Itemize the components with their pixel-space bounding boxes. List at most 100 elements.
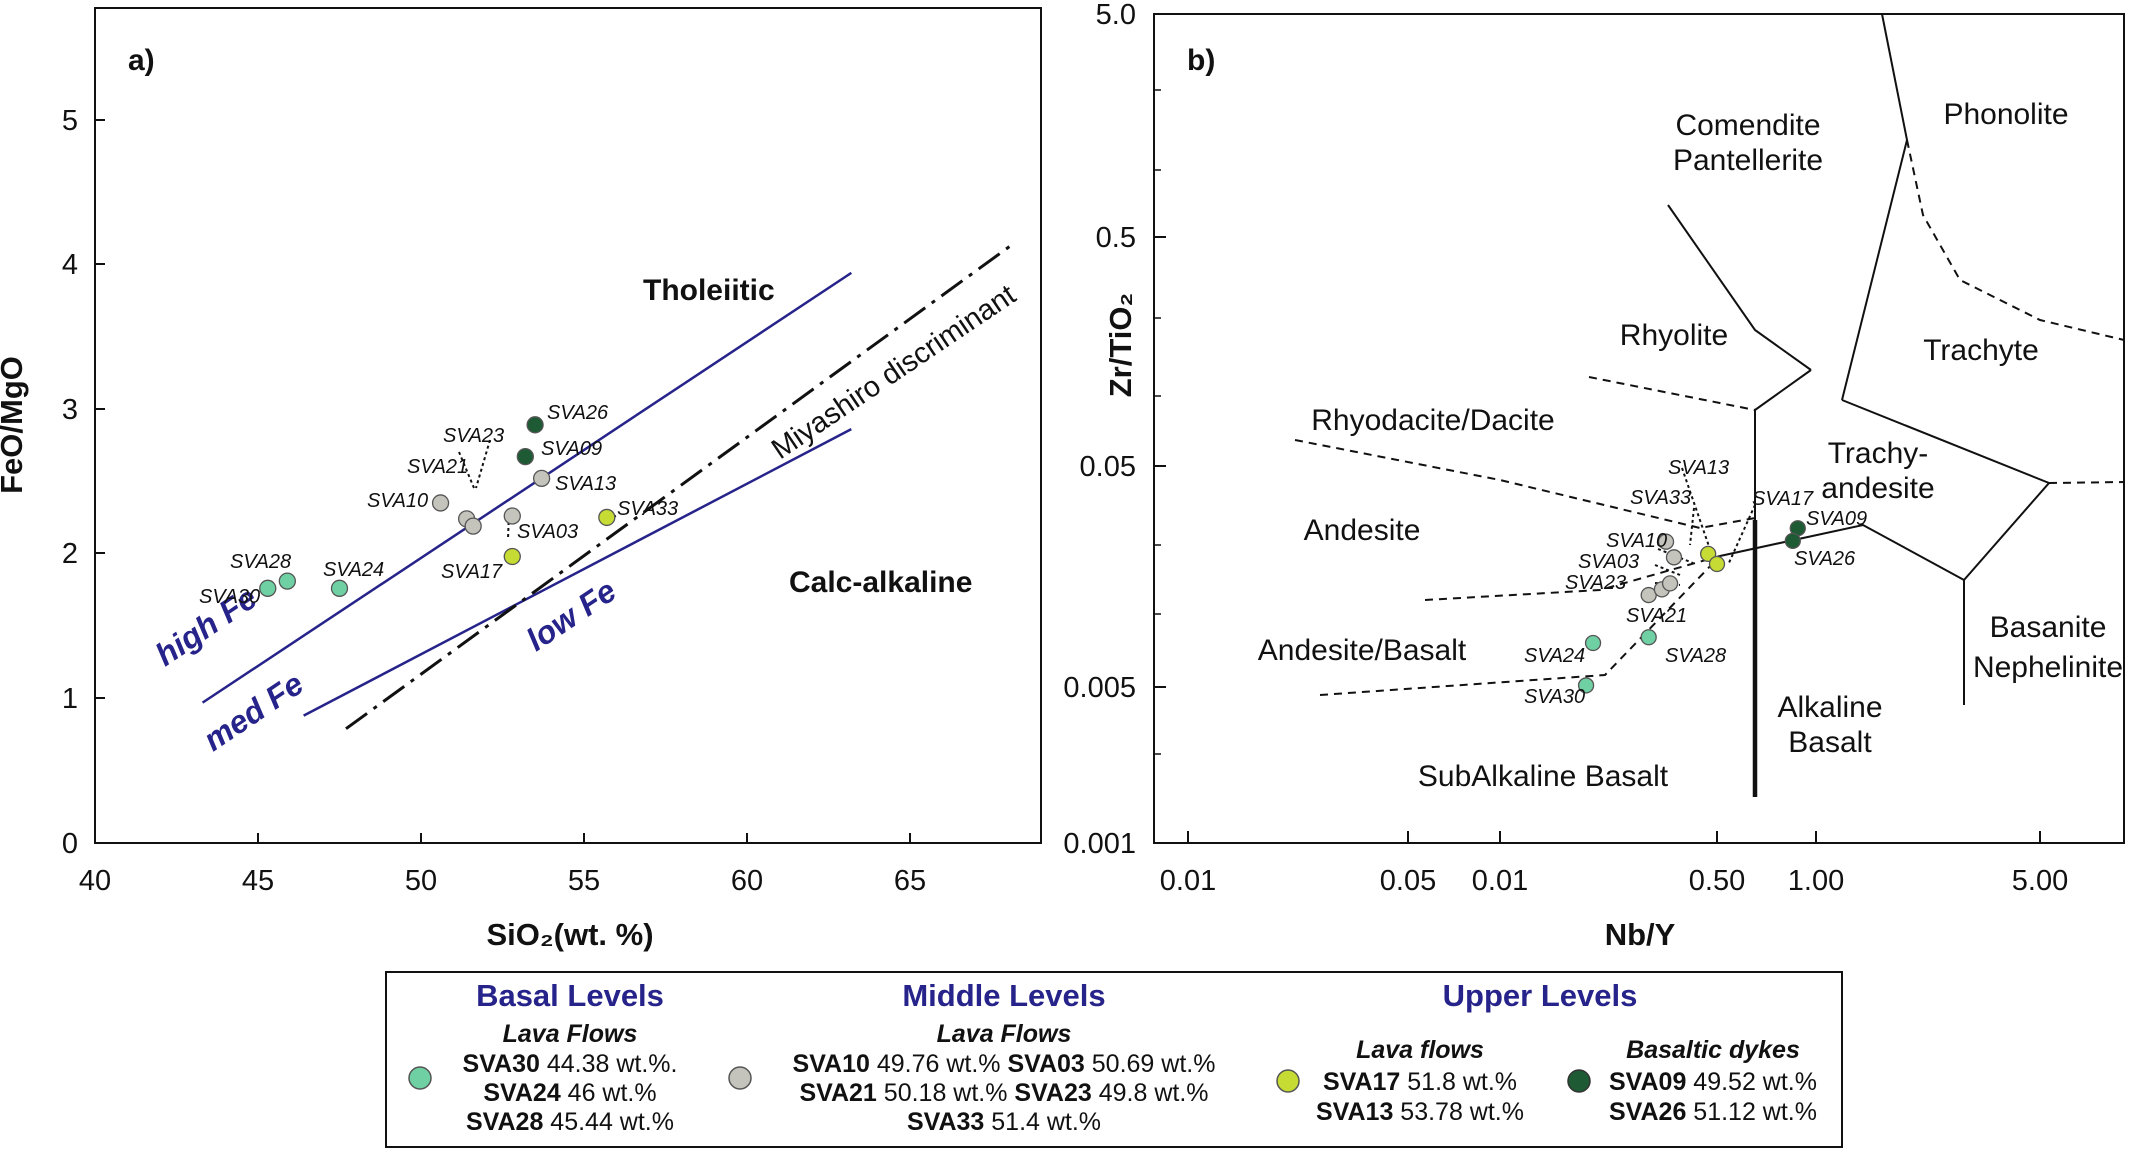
boundary-line xyxy=(1754,369,1812,411)
point-sva23 xyxy=(464,517,482,535)
leader-line xyxy=(1681,467,1714,559)
dashed-boundary xyxy=(1319,555,1721,696)
y-tick-label: 0.05 xyxy=(1080,451,1136,483)
sample-label-sva17: SVA17 xyxy=(1752,488,1814,510)
miyashiro-label: Miyashiro discriminant xyxy=(766,279,1022,466)
panel-b-leader-lines xyxy=(1654,467,1756,586)
field-label-rhyodacite-dacite: Rhyodacite/Dacite xyxy=(1311,404,1554,437)
legend-basal-subtitle: Lava Flows xyxy=(503,1020,638,1048)
field-label-basalt: Basalt xyxy=(1788,726,1872,759)
sample-label-sva30: SVA30 xyxy=(1524,686,1585,708)
sample-label-sva17: SVA17 xyxy=(441,561,503,583)
dashed-boundary xyxy=(1906,139,2125,341)
dashed-boundary xyxy=(1588,376,1756,411)
legend-upper-dykes-marker xyxy=(1567,1069,1591,1093)
dashed-boundary xyxy=(1294,439,1756,530)
low-fe-label: low Fe xyxy=(520,572,623,658)
x-tick-label: 45 xyxy=(242,865,274,897)
legend-entry-sva24: SVA24 46 wt.% xyxy=(483,1079,656,1107)
sample-label-sva13: SVA33 xyxy=(617,498,678,520)
sample-label-sva33: SVA13 xyxy=(555,473,616,495)
y-tick-label: 4 xyxy=(62,249,78,281)
field-label-basanite: Basanite xyxy=(1990,611,2107,644)
panel-b-sample-labels: SVA13 SVA33 SVA17 SVA09 SVA26 SVA10 SVA0… xyxy=(1524,457,1867,708)
panel-a-sample-labels: SVA26 SVA09 SVA13 SVA23 SVA21 SVA10 SVA0… xyxy=(199,402,678,608)
sample-label-sva28: SVA28 xyxy=(230,551,291,573)
legend-entry-sva21-sva23: SVA21 50.18 wt.% SVA23 49.8 wt.% xyxy=(799,1079,1208,1107)
y-tick-label: 1 xyxy=(62,683,78,715)
legend-middle-title: Middle Levels xyxy=(902,978,1105,1013)
panel-b-points xyxy=(1577,520,1806,694)
legend-entry-sva13: SVA13 53.78 wt.% xyxy=(1316,1098,1524,1126)
point-sva33 xyxy=(532,469,551,488)
legend-middle-marker xyxy=(728,1066,752,1090)
sample-label-sva30: SVA30 xyxy=(199,586,260,608)
point-sva13 xyxy=(1700,545,1717,563)
leader-line xyxy=(475,439,491,489)
legend-middle-subtitle: Lava Flows xyxy=(937,1020,1072,1048)
panel-a-points xyxy=(259,416,616,597)
panel-a-x-axis-label: SiO₂(wt. %) xyxy=(486,917,653,952)
legend-upper-dykes-subtitle: Basaltic dykes xyxy=(1626,1036,1800,1064)
y-tick-label: 5.0 xyxy=(1096,0,1136,31)
x-tick-label: 0.05 xyxy=(1380,865,1436,897)
y-tick-label: 3 xyxy=(62,394,78,426)
miyashiro-discriminant-line xyxy=(345,244,1012,730)
x-tick-label: 5.00 xyxy=(2012,865,2068,897)
legend-entry-sva17: SVA17 51.8 wt.% xyxy=(1323,1068,1517,1096)
sample-label-sva24: SVA24 xyxy=(1524,645,1585,667)
panel-a-x-ticks: 40 45 50 55 60 65 xyxy=(79,833,926,897)
legend-upper-lava-marker xyxy=(1276,1069,1300,1093)
legend-basal-marker xyxy=(408,1066,432,1090)
panel-a-y-axis-label: FeO/MgO xyxy=(0,356,29,494)
leader-line xyxy=(1689,507,1695,546)
y-tick-label: 2 xyxy=(62,538,78,570)
point-sva03 xyxy=(1661,575,1679,592)
panel-b-y-ticks: 0.001 0.005 0.05 0.5 5.0 xyxy=(1063,0,1166,860)
x-tick-label: 65 xyxy=(894,865,926,897)
panel-b-label: b) xyxy=(1187,44,1215,77)
point-sva28 xyxy=(278,572,296,590)
x-tick-label: 60 xyxy=(731,865,763,897)
panel-b-field-labels: Comendite Pantellerite Phonolite Rhyolit… xyxy=(1258,98,2123,793)
sample-label-sva13: SVA13 xyxy=(1668,457,1729,479)
y-tick-label: 0.5 xyxy=(1096,222,1136,254)
sample-label-sva03: SVA03 xyxy=(1578,551,1639,573)
field-label-andesite-basalt: Andesite/Basalt xyxy=(1258,634,1467,667)
legend: Basal Levels Lava Flows SVA30 44.38 wt.%… xyxy=(385,971,1843,1148)
point-sva30 xyxy=(259,579,277,597)
field-label-trachy: Trachy- xyxy=(1828,437,1929,470)
x-tick-label: 1.00 xyxy=(1788,865,1844,897)
panel-b-x-ticks: 0.01 0.05 0.01 0.50 1.00 5.00 xyxy=(1160,831,2068,897)
dashed-boundary xyxy=(1424,555,1721,601)
y-tick-label: 0.005 xyxy=(1063,672,1136,704)
point-sva03 xyxy=(503,507,521,525)
legend-entry-sva09: SVA09 49.52 wt.% xyxy=(1609,1068,1817,1096)
point-sva10 xyxy=(431,494,450,512)
leader-line xyxy=(1727,504,1756,566)
field-label-nephelinite: Nephelinite xyxy=(1973,651,2123,684)
field-label-subalkaline-basalt: SubAlkaline Basalt xyxy=(1418,760,1669,793)
panel-a-label: a) xyxy=(128,44,155,77)
x-tick-label: 0.50 xyxy=(1689,865,1745,897)
point-sva28 xyxy=(1640,629,1657,646)
sample-label-sva21: SVA21 xyxy=(407,456,468,478)
point-sva13 xyxy=(598,508,616,527)
leader-line xyxy=(458,451,475,489)
x-tick-label: 40 xyxy=(79,865,111,897)
legend-frame xyxy=(385,971,1843,1148)
point-sva33 xyxy=(1657,533,1675,550)
panel-b-x-axis-label: Nb/Y xyxy=(1605,917,1676,952)
point-sva17 xyxy=(1708,555,1726,573)
sample-label-sva23: SVA23 xyxy=(443,425,504,447)
panel-a-y-ticks: 0 1 2 3 4 5 xyxy=(62,105,105,860)
legend-basal-title: Basal Levels xyxy=(476,978,664,1013)
point-sva09 xyxy=(516,448,534,466)
sample-label-sva28: SVA28 xyxy=(1665,645,1726,667)
sample-label-sva21: SVA21 xyxy=(1626,605,1687,627)
y-tick-label: 0 xyxy=(62,828,78,860)
x-tick-label: 55 xyxy=(568,865,600,897)
leader-line xyxy=(1654,564,1681,576)
boundary-line xyxy=(1667,204,1812,371)
tholeiitic-field-label: Tholeiitic xyxy=(643,274,775,307)
